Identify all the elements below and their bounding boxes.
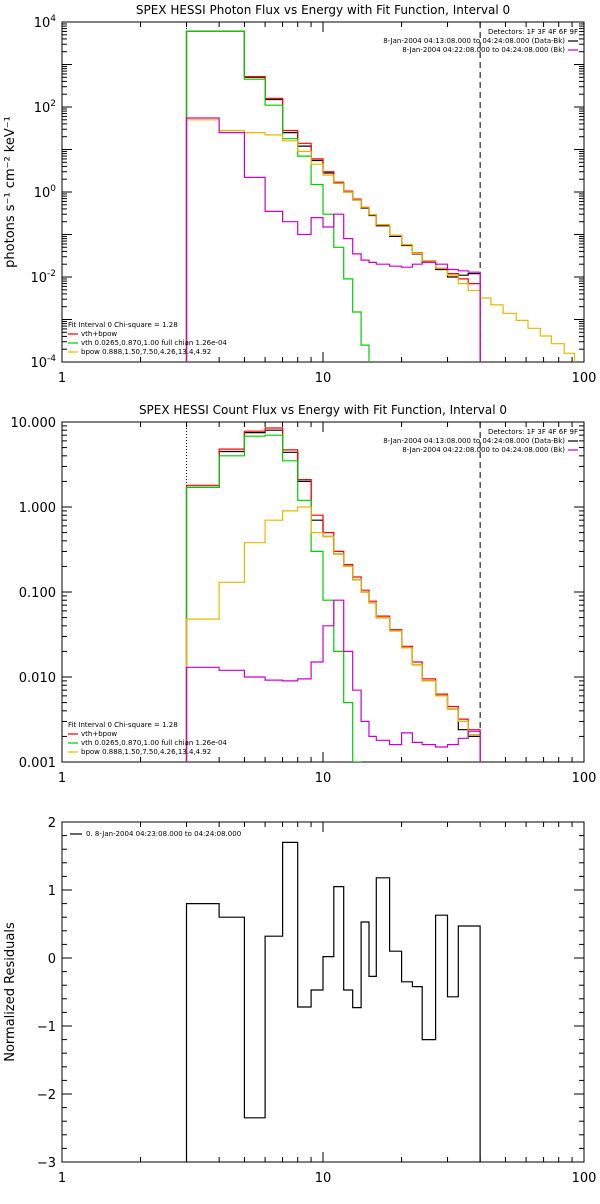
y-tick-label: 0.010 [19,671,56,686]
series-data-bk [185,30,481,362]
series-0- [185,841,481,1162]
series-bk [185,599,481,762]
legend-top: 0. 8-Jan-2004 04:23:08.000 to 04:24:08.0… [70,830,241,838]
y-tick-exponent: 0 [50,184,56,194]
y-tick-label: 0.001 [19,756,56,771]
y-tick-label: 2 [48,816,56,831]
legend-header: Detectors: 1F 3F 4F 6F 9F [488,28,578,36]
y-tick-exponent: -2 [47,269,56,279]
legend-bottom: Fit Interval 0 Chi-square = 1.28vth+bpow… [68,321,227,356]
legend-label: 8-Jan-2004 04:22:08.000 to 04:24:08.000 … [402,46,565,54]
legend-label: vth+bpow [81,330,117,338]
y-tick-label: 10-2 [30,269,56,286]
legend-label: 8-Jan-2004 04:13:08.000 to 04:24:08.000 … [383,37,565,45]
chart-panel-3: 1 10 100 −3 −2 −1 0 1 2 Normalized Residuals 0. 8-… [3,816,596,1186]
series-group [185,841,481,1162]
y-tick-label: 0.100 [19,586,56,601]
chart-title: SPEX HESSI Count Flux vs Energy with Fit… [139,403,507,417]
y-tick-label: 100 [34,184,57,201]
x-tick-label: 10 [315,1171,332,1186]
y-tick-label: 102 [34,99,56,116]
y-tick-base: 10 [34,16,51,31]
legend-bottom: Fit Interval 0 Chi-square = 1.28vth+bpow… [68,721,227,756]
y-tick-label: −1 [37,1020,56,1035]
series-bpow [185,119,576,362]
x-tick-label: 10 [315,771,332,786]
series-vth [185,434,362,762]
y-tick-label: 104 [34,14,57,31]
series-bpow [185,506,481,762]
chart-panel-1: SPEX HESSI Photon Flux vs Energy with Fi… [3,3,596,386]
y-tick-label: −3 [37,1156,56,1171]
legend-label: vth 0.0265,0.870,1.00 full chian 1.26e-0… [81,339,227,347]
series-vth-bpow [185,30,481,362]
y-tick-label: 10.000 [11,416,57,431]
legend-label: 0. 8-Jan-2004 04:23:08.000 to 04:24:08.0… [86,830,241,838]
legend-header: Fit Interval 0 Chi-square = 1.28 [68,721,178,729]
legend-label: vth+bpow [81,730,117,738]
x-tick-label: 1 [58,371,66,386]
y-tick-exponent: 4 [50,14,56,24]
series-vth-bpow [185,427,481,762]
chart-panel-2: SPEX HESSI Count Flux vs Energy with Fit… [11,403,597,786]
x-tick-label: 1 [58,771,66,786]
series-vth [185,30,370,362]
y-tick-exponent: 2 [50,99,56,109]
series-group [185,427,481,762]
y-tick-exponent: -4 [47,354,56,364]
legend-label: 8-Jan-2004 04:13:08.000 to 04:24:08.000 … [383,437,565,445]
y-tick-label: −2 [37,1088,56,1103]
series-data-bk [185,429,481,762]
y-tick-label: 1 [48,884,56,899]
y-tick-base: 10 [34,101,51,116]
y-tick-label: 10-4 [30,354,56,371]
y-tick-base: 10 [30,356,47,371]
legend-label: bpow 0.888,1.50,7.50,4.26,13.4,4.92 [81,748,211,756]
x-tick-label: 10 [315,371,332,386]
x-tick-label: 100 [572,371,597,386]
x-tick-label: 100 [572,1171,597,1186]
chart-title: SPEX HESSI Photon Flux vs Energy with Fi… [136,3,510,17]
y-axis-label: Normalized Residuals [3,922,18,1062]
y-tick-base: 10 [34,186,51,201]
series-group [185,30,576,362]
legend-label: bpow 0.888,1.50,7.50,4.26,13.4,4.92 [81,348,211,356]
legend-label: vth 0.0265,0.870,1.00 full chian 1.26e-0… [81,739,227,747]
y-tick-label: 0 [48,952,56,967]
y-tick-label: 1.000 [19,501,56,516]
x-tick-label: 1 [58,1171,66,1186]
y-tick-base: 10 [30,271,47,286]
legend-label: 8-Jan-2004 04:22:08.000 to 04:24:08.000 … [402,446,565,454]
y-axis-label: photons s⁻¹ cm⁻² keV⁻¹ [3,116,18,268]
legend-header: Detectors: 1F 3F 4F 6F 9F [488,428,578,436]
legend-top: Detectors: 1F 3F 4F 6F 9F8-Jan-2004 04:1… [383,28,578,54]
series-bk [185,117,481,362]
x-tick-label: 100 [572,771,597,786]
legend-top: Detectors: 1F 3F 4F 6F 9F8-Jan-2004 04:1… [383,428,578,454]
legend-header: Fit Interval 0 Chi-square = 1.28 [68,321,178,329]
plot-frame [61,821,585,1163]
